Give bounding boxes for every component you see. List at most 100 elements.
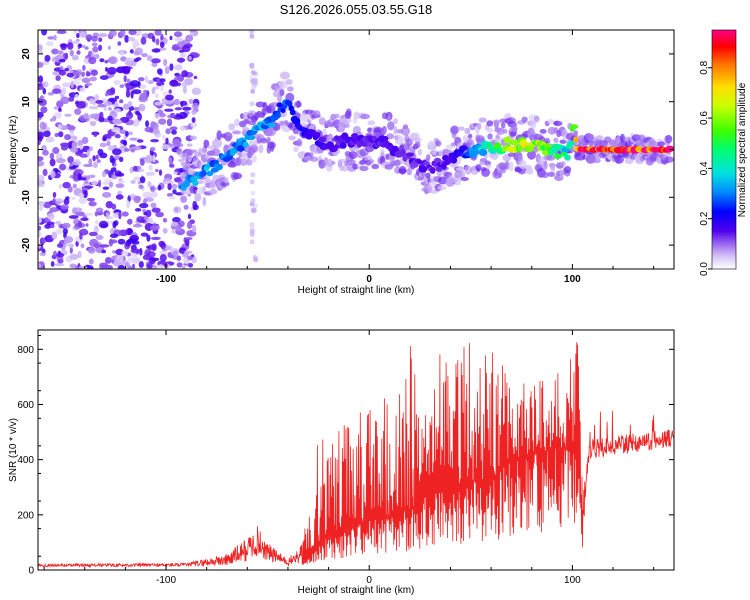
halo-blob (197, 148, 203, 157)
noise-blob (159, 78, 166, 83)
halo-blob (448, 174, 455, 184)
noise-blob (133, 176, 142, 181)
noise-blob (130, 248, 141, 254)
noise-blob (89, 120, 97, 127)
noise-blob (187, 255, 193, 261)
noise-blob (158, 240, 165, 247)
noise-blob (67, 156, 74, 164)
halo-blob (539, 129, 547, 134)
noise-blob (169, 163, 175, 168)
spectrogram-x-tick-label: 100 (564, 274, 581, 285)
noise-blob (184, 237, 193, 241)
noise-blob (53, 106, 60, 110)
ridge-blob (553, 153, 562, 160)
noise-blob (79, 31, 86, 38)
noise-blob (99, 244, 110, 248)
ridge-blob (267, 122, 276, 128)
colorbar: 0.0 0.2 0.4 0.6 0.8 Normalized spectral ampl… (699, 29, 748, 276)
noise-blob (39, 205, 43, 212)
noise-blob (121, 66, 131, 73)
noise-blob (60, 96, 70, 105)
noise-blob (191, 52, 200, 58)
noise-blob (81, 77, 91, 84)
noise-blob (182, 86, 187, 94)
noise-blob (126, 78, 131, 83)
noise-blob (186, 221, 193, 230)
halo-blob (269, 142, 275, 152)
noise-blob (53, 34, 57, 41)
halo-blob (478, 117, 487, 123)
ridge-blob (400, 149, 406, 156)
noise-blob (79, 232, 83, 240)
noise-blob (76, 50, 81, 55)
noise-blob (119, 84, 125, 88)
noise-blob (117, 264, 125, 269)
ridge-blob (418, 165, 428, 173)
noise-blob (108, 181, 114, 188)
noise-blob (86, 197, 96, 202)
noise-blob (150, 236, 161, 241)
noise-blob (188, 98, 194, 105)
noise-blob (38, 44, 43, 52)
noise-blob (42, 88, 47, 95)
noise-blob (191, 117, 196, 123)
noise-blob (93, 242, 100, 249)
streak-blob (250, 172, 256, 178)
halo-blob (459, 170, 466, 180)
noise-blob (38, 85, 45, 90)
noise-blob (105, 138, 111, 143)
noise-blob (108, 30, 117, 37)
noise-blob (128, 30, 137, 36)
snr-series-line (38, 342, 674, 569)
noise-blob (108, 238, 114, 247)
noise-blob (126, 200, 130, 209)
noise-blob (171, 221, 178, 226)
halo-blob (279, 89, 285, 97)
noise-blob (95, 219, 99, 225)
spectrogram-y-tick-label: 0 (21, 146, 32, 152)
noise-blob (98, 33, 108, 38)
noise-blob (154, 93, 159, 99)
noise-blob (85, 82, 93, 86)
noise-blob (182, 106, 192, 111)
noise-blob (143, 198, 147, 204)
noise-blob (181, 45, 191, 53)
noise-blob (101, 249, 107, 254)
noise-blob (163, 58, 168, 67)
halo-blob (543, 160, 548, 170)
noise-blob (127, 265, 133, 269)
noise-blob (39, 121, 46, 130)
noise-blob (139, 203, 149, 209)
noise-blob (79, 177, 87, 181)
noise-blob (83, 163, 93, 168)
noise-blob (158, 169, 163, 176)
noise-blob (183, 250, 193, 254)
halo-blob (393, 118, 398, 125)
noise-blob (173, 31, 183, 38)
noise-blob (38, 242, 41, 249)
noise-blob (133, 257, 141, 264)
noise-blob (110, 110, 116, 115)
noise-blob (89, 76, 98, 82)
noise-blob (99, 152, 108, 159)
noise-blob (114, 134, 121, 139)
noise-blob (139, 84, 147, 89)
halo-blob (464, 127, 471, 134)
noise-blob (178, 111, 187, 120)
ridge-blob (314, 132, 321, 138)
halo-blob (278, 80, 288, 90)
colorbar-tick-label: 0.6 (699, 111, 710, 125)
ridge-blob (200, 170, 207, 177)
ridge-blob (206, 170, 214, 177)
ridge-blob (210, 167, 219, 173)
halo-blob (486, 127, 494, 133)
halo-blob (228, 123, 235, 131)
noise-blob (84, 180, 89, 184)
noise-blob (150, 185, 156, 193)
noise-blob (143, 211, 148, 216)
ridge-blob (276, 102, 283, 108)
ridge-blob (429, 166, 436, 174)
noise-blob (149, 127, 154, 134)
halo-blob (460, 177, 469, 181)
halo-blob (400, 126, 410, 136)
